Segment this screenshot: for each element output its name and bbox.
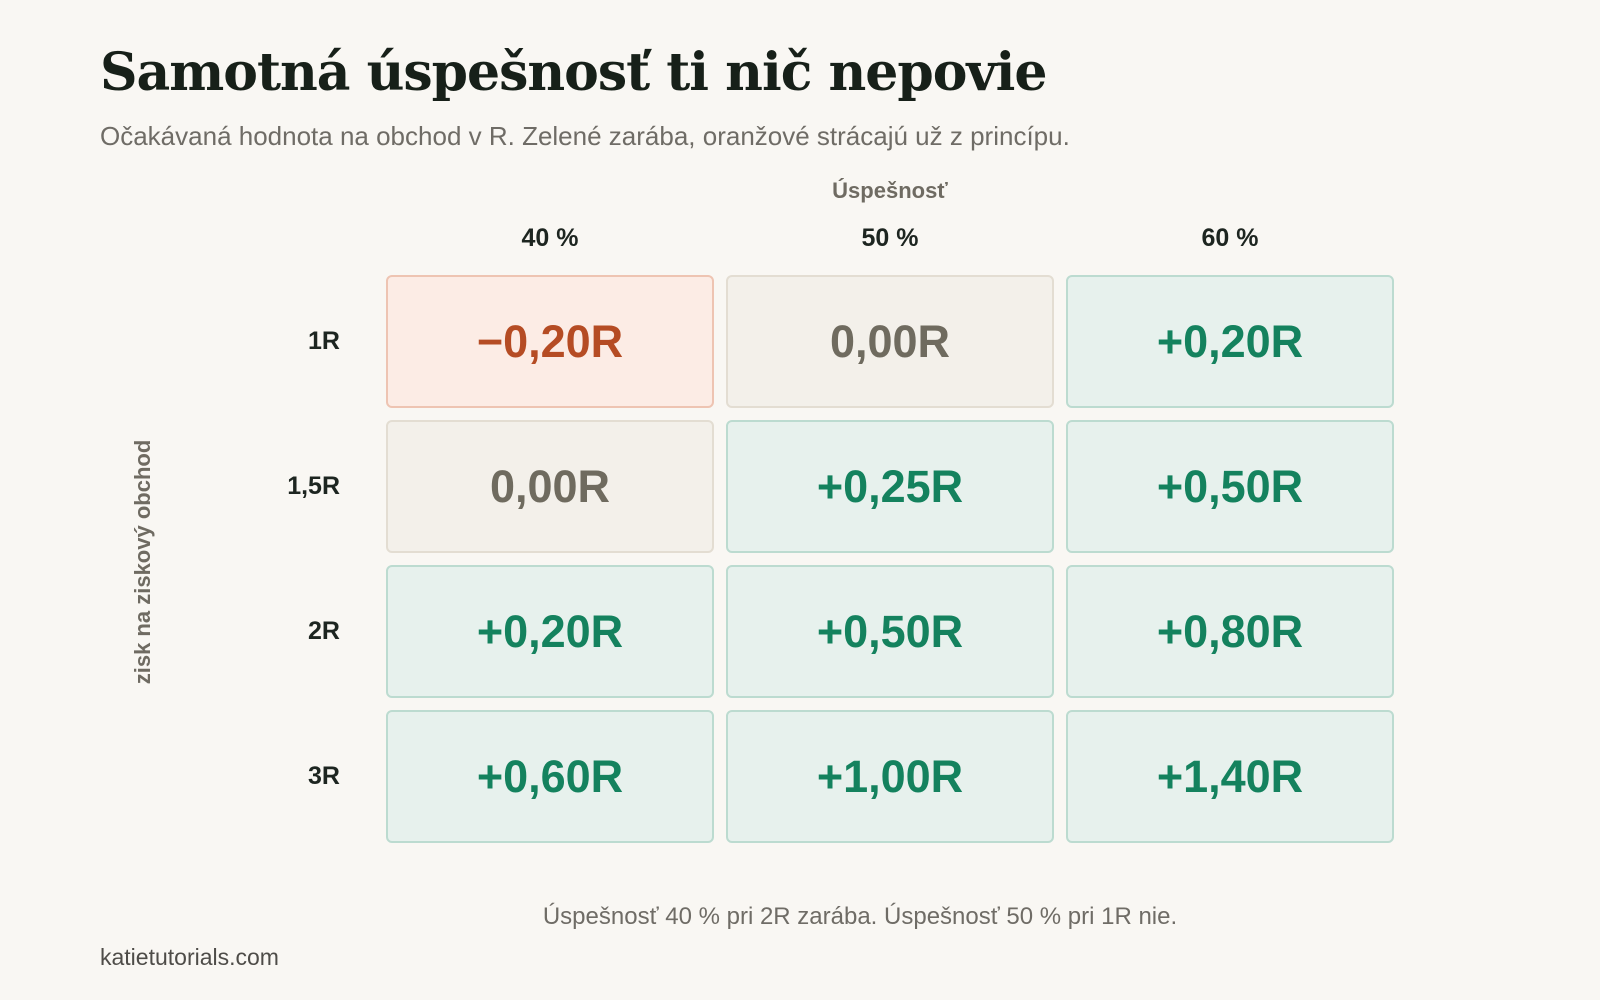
heatmap-cell: +0,80R [1066,565,1394,698]
heatmap-cell: +0,25R [726,420,1054,553]
page-subtitle: Očakávaná hodnota na obchod v R. Zelené … [100,121,1070,151]
heatmap-cell: 0,00R [386,420,714,553]
heatmap-cell: 0,00R [726,275,1054,408]
row-header: 2R [308,617,340,645]
heatmap-cell: +0,50R [1066,420,1394,553]
row-header: 1R [308,327,340,355]
column-header: 60 % [1201,224,1259,252]
column-header: 40 % [521,224,579,252]
row-header: 1,5R [287,472,340,500]
row-axis-title: zisk na ziskový obchod [130,439,155,685]
footer-site-link[interactable]: katietutorials.com [100,944,279,970]
heatmap-cell: +0,20R [1066,275,1394,408]
heatmap-cell: −0,20R [386,275,714,408]
heatmap-cell: +0,20R [386,565,714,698]
heatmap-cell: +0,60R [386,710,714,843]
column-axis-title: Úspešnosť [832,178,948,203]
heatmap-cell: +1,40R [1066,710,1394,843]
column-header: 50 % [861,224,919,252]
heatmap-cell: +0,50R [726,565,1054,698]
heatmap-cell: +1,00R [726,710,1054,843]
chart-note: Úspešnosť 40 % pri 2R zarába. Úspešnosť … [542,903,1178,930]
row-header: 3R [308,762,340,790]
page-title: Samotná úspešnosť ti nič nepovie [100,42,1047,103]
